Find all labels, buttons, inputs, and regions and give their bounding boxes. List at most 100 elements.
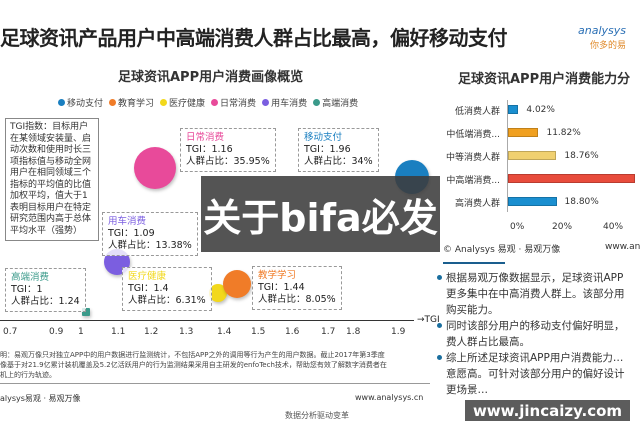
bubble-label-share: 人群占比：8.05% bbox=[258, 294, 336, 305]
x-tick-label: 1.9 bbox=[391, 327, 406, 337]
bullet-line: 综上所述足球资讯APP用户消费能力… bbox=[437, 350, 640, 366]
bubble-point bbox=[209, 284, 227, 302]
right-source: © Analysys 易观 · 易观万像 bbox=[443, 245, 561, 255]
bubble-label-name: 医疗健康 bbox=[128, 271, 167, 282]
legend-dot bbox=[211, 99, 219, 106]
x-tick-label: 1.2 bbox=[144, 327, 159, 337]
legend-item: 医疗健康 bbox=[160, 96, 205, 109]
x-tick-label: 1.1 bbox=[111, 327, 126, 337]
bubble-label-name: 教学学习 bbox=[258, 270, 297, 281]
legend-item: 日常消费 bbox=[211, 96, 256, 109]
bar-category-label: 高消费人群 bbox=[454, 199, 500, 209]
bubble-label-tgi: TGI：1 bbox=[11, 284, 43, 295]
legend-label: 高端消费 bbox=[322, 99, 359, 109]
bubble-label: 教学学习 TGI：1.44 人群占比：8.05% bbox=[252, 266, 342, 310]
legend-label: 日常消费 bbox=[220, 99, 257, 109]
bubble-label-tgi: TGI：1.96 bbox=[304, 144, 351, 155]
bubble-point bbox=[134, 147, 176, 189]
footer-source: alysys易观 · 易观万像 bbox=[0, 394, 81, 403]
x-tick-label: 1.3 bbox=[179, 327, 194, 337]
bar-category-label: 中高端消费... bbox=[446, 176, 500, 186]
bar-category-label: 低消费人群 bbox=[454, 107, 500, 117]
x-axis-label-text: TGI bbox=[424, 315, 440, 325]
bar-value-label: 11.82% bbox=[546, 128, 581, 138]
bar bbox=[508, 128, 539, 137]
legend-item: 移动支付 bbox=[58, 96, 103, 109]
bubble-chart-title: 足球资讯APP用户消费画像概览 bbox=[118, 70, 304, 85]
footer-slogan: 数据分析驱动变革 bbox=[285, 411, 349, 420]
right-url[interactable]: www.ana bbox=[605, 242, 640, 252]
bar-x-tick: 0% bbox=[510, 222, 525, 232]
legend-label: 医疗健康 bbox=[169, 99, 206, 109]
bar-value-label: 18.76% bbox=[564, 151, 599, 161]
bullet-line: 费人群占比最高。 bbox=[446, 336, 530, 348]
footer-url[interactable]: www.analysys.cn bbox=[355, 393, 424, 402]
bubble-label-share: 人群占比：13.38% bbox=[108, 240, 192, 251]
bullet-line: 根据易观万像数据显示，足球资讯APP bbox=[437, 270, 640, 286]
bubble-label: 移动支付 TGI：1.96 人群占比：34% bbox=[298, 128, 379, 172]
bubble-point bbox=[82, 308, 90, 316]
x-axis-label: →TGI bbox=[417, 315, 440, 325]
chart-legend: 移动支付 教育学习 医疗健康 日常消费 用车消费 高端消费 bbox=[58, 96, 358, 109]
legend-item: 用车消费 bbox=[262, 96, 307, 109]
footer-divider bbox=[0, 383, 430, 384]
legend-dot bbox=[262, 99, 270, 106]
legend-label: 移动支付 bbox=[67, 99, 104, 109]
x-tick-label: 0.9 bbox=[49, 327, 64, 337]
bar bbox=[508, 174, 635, 183]
bubble-label: 高端消费 TGI：1 人群占比：1.24 bbox=[5, 268, 86, 312]
bar-value-label: 18.80% bbox=[564, 197, 599, 207]
bubble-label-tgi: TGI：1.44 bbox=[258, 282, 305, 293]
x-axis bbox=[0, 320, 414, 321]
legend-dot bbox=[58, 99, 65, 106]
bar-chart-title: 足球资讯APP用户消费能力分 bbox=[458, 72, 631, 87]
overlay-banner[interactable]: 关于bifa必发 bbox=[201, 176, 440, 252]
legend-item: 教育学习 bbox=[109, 96, 154, 109]
bar-value-label: 4.02% bbox=[526, 105, 555, 115]
legend-item: 高端消费 bbox=[313, 96, 358, 109]
bubble-point bbox=[223, 270, 251, 298]
bubble-label-name: 日常消费 bbox=[186, 132, 225, 143]
x-tick-label: 1.5 bbox=[251, 327, 266, 337]
bubble-label-name: 移动支付 bbox=[304, 132, 343, 143]
page-title: 足球资讯产品用户中高端消费人群占比最高，偏好移动支付 bbox=[0, 26, 508, 50]
x-tick-label: 1.4 bbox=[217, 327, 232, 337]
bar bbox=[508, 151, 557, 160]
bullet-line: 意愿高。可针对该部分用户的偏好设计 bbox=[446, 368, 625, 380]
logo-subtitle: 你多的易 bbox=[590, 41, 627, 51]
bubble-label-name: 用车消费 bbox=[108, 216, 147, 227]
footnote-line: 机上的行为轨迹。 bbox=[0, 371, 56, 379]
bar bbox=[508, 197, 557, 206]
bar bbox=[508, 105, 519, 114]
x-tick-label: 1 bbox=[78, 327, 84, 337]
watermark-link[interactable]: www.jincaizy.com bbox=[465, 400, 630, 421]
footnote-line: 像基于对21.9亿累计装机覆盖及5.2亿活跃用户的行为监测结果采用自主研发的en… bbox=[0, 361, 387, 369]
bubble-label: 用车消费 TGI：1.09 人群占比：13.38% bbox=[102, 212, 198, 256]
legend-label: 教育学习 bbox=[118, 99, 155, 109]
bubble-label: 日常消费 TGI：1.16 人群占比：35.95% bbox=[180, 128, 276, 172]
bubble-label-share: 人群占比：6.31% bbox=[128, 295, 206, 306]
footnote-line: 明：易观万像只对独立APP中的用户数据进行监测统计，不包括APP之外的调用等行为… bbox=[0, 351, 385, 359]
tgi-definition-box: TGI指数：目标用户在某领域安装量、启动次数和使用时长三项指标值与移动全网用户在… bbox=[5, 118, 99, 241]
bubble-label-tgi: TGI：1.09 bbox=[108, 228, 155, 239]
bubble-label-share: 人群占比：34% bbox=[304, 156, 373, 167]
bubble-label-share: 人群占比：1.24 bbox=[11, 296, 80, 307]
legend-dot bbox=[109, 99, 117, 106]
bullet-line: 同时该部分用户的移动支付偏好明显， bbox=[437, 318, 640, 334]
bullet-line: 购买能力。 bbox=[446, 304, 499, 316]
bubble-label-share: 人群占比：35.95% bbox=[186, 156, 270, 167]
bubble-label-tgi: TGI：1.16 bbox=[186, 144, 233, 155]
analysys-logo: analysys bbox=[578, 24, 626, 37]
legend-label: 用车消费 bbox=[271, 99, 308, 109]
bullet-line: 更多集中在中高消费人群上。该部分用 bbox=[446, 288, 625, 300]
bar-x-tick: 40% bbox=[603, 222, 624, 232]
x-tick-label: 1.6 bbox=[285, 327, 300, 337]
bullet-line: 更场景… bbox=[446, 384, 488, 396]
x-tick-label: 1.7 bbox=[321, 327, 336, 337]
bubble-label-tgi: TGI：1.4 bbox=[128, 283, 169, 294]
x-tick-label: 1.8 bbox=[346, 327, 361, 337]
bar-axis-line bbox=[507, 100, 508, 212]
bubble-label: 医疗健康 TGI：1.4 人群占比：6.31% bbox=[122, 267, 212, 311]
bar-x-tick: 20% bbox=[552, 222, 573, 232]
bar-category-label: 中低端消费... bbox=[446, 130, 500, 140]
